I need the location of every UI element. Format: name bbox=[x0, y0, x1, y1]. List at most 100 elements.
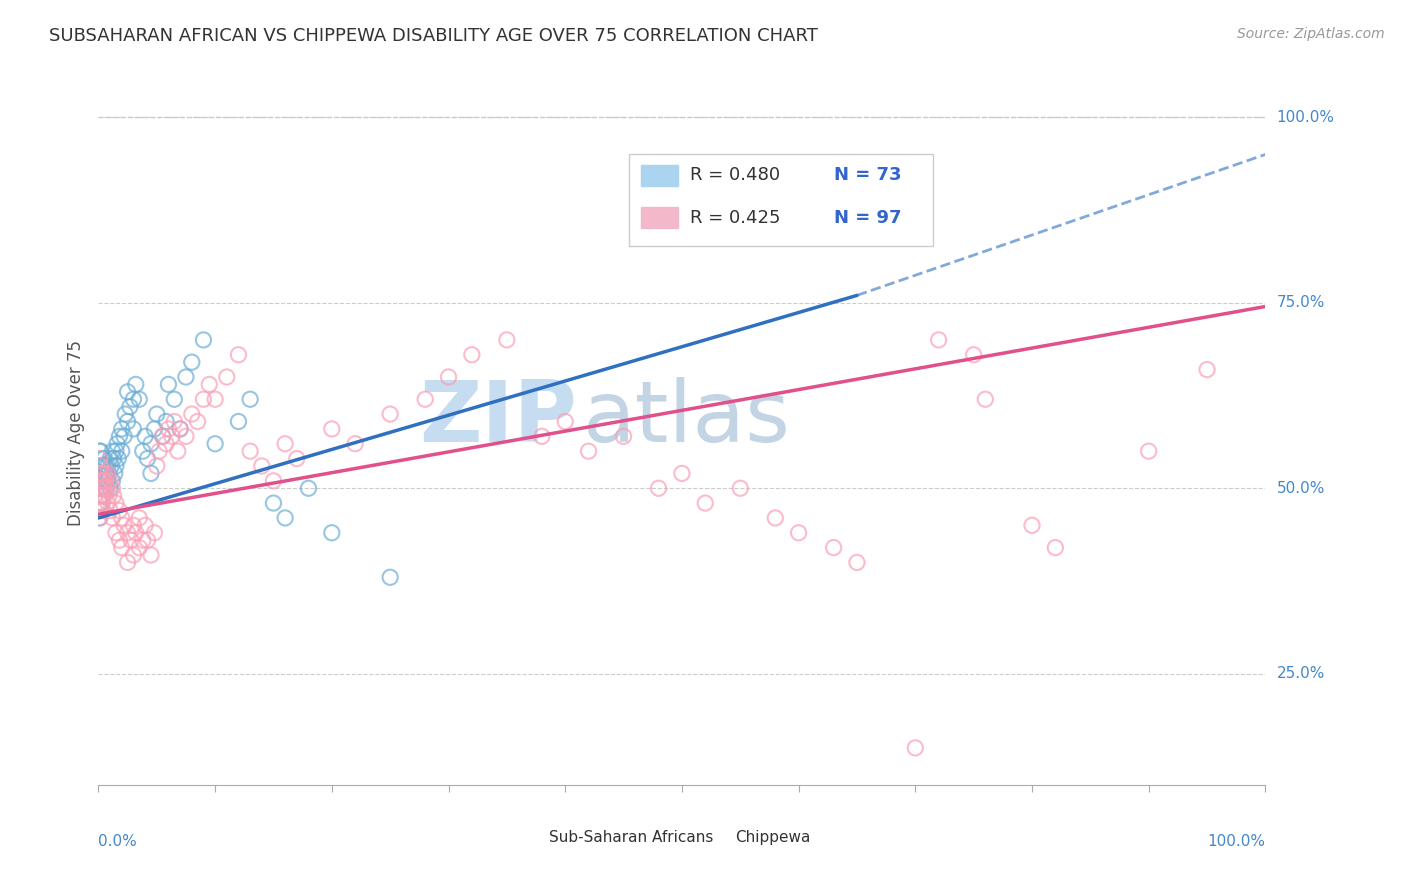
Point bbox=[274, 511, 297, 525]
Point bbox=[111, 511, 134, 525]
Point bbox=[143, 525, 166, 540]
Point bbox=[152, 429, 174, 443]
Point bbox=[823, 541, 845, 555]
Point bbox=[180, 407, 202, 421]
Point bbox=[89, 481, 111, 495]
Point bbox=[321, 525, 343, 540]
Point bbox=[250, 458, 273, 473]
Point bbox=[94, 489, 117, 503]
Point bbox=[157, 422, 180, 436]
Point bbox=[89, 511, 111, 525]
Point bbox=[90, 458, 112, 473]
Point bbox=[114, 407, 136, 421]
Point bbox=[239, 444, 262, 458]
Point bbox=[134, 429, 156, 443]
Point bbox=[136, 533, 159, 548]
Point bbox=[380, 407, 402, 421]
Point bbox=[122, 548, 145, 562]
Point bbox=[108, 429, 131, 443]
Point bbox=[787, 525, 810, 540]
Point bbox=[413, 392, 436, 407]
Point bbox=[91, 489, 114, 503]
Point bbox=[1137, 444, 1160, 458]
Point bbox=[89, 496, 111, 510]
Point bbox=[496, 333, 519, 347]
Point bbox=[157, 377, 180, 392]
Point bbox=[155, 415, 177, 429]
Point bbox=[96, 481, 118, 495]
Point bbox=[163, 392, 186, 407]
Point bbox=[93, 451, 115, 466]
Point bbox=[90, 458, 112, 473]
Point bbox=[93, 467, 115, 481]
Point bbox=[180, 355, 202, 369]
Text: ZIP: ZIP bbox=[419, 377, 576, 460]
Point bbox=[128, 511, 150, 525]
Point bbox=[104, 458, 127, 473]
Point bbox=[204, 392, 226, 407]
Point bbox=[97, 458, 120, 473]
Point bbox=[89, 496, 111, 510]
Point bbox=[104, 467, 127, 481]
Point bbox=[107, 451, 129, 466]
Point bbox=[101, 444, 124, 458]
Point bbox=[117, 556, 139, 570]
Point bbox=[122, 422, 145, 436]
Point bbox=[90, 489, 112, 503]
Point bbox=[143, 422, 166, 436]
Point bbox=[125, 377, 148, 392]
Point bbox=[90, 496, 112, 510]
Point bbox=[128, 392, 150, 407]
Point bbox=[97, 467, 120, 481]
Point bbox=[89, 481, 111, 495]
Text: SUBSAHARAN AFRICAN VS CHIPPEWA DISABILITY AGE OVER 75 CORRELATION CHART: SUBSAHARAN AFRICAN VS CHIPPEWA DISABILIT… bbox=[49, 27, 818, 45]
Point bbox=[139, 467, 162, 481]
Point bbox=[90, 451, 112, 466]
Point bbox=[730, 481, 752, 495]
Point bbox=[928, 333, 950, 347]
Point bbox=[530, 429, 553, 443]
Point bbox=[104, 496, 127, 510]
Point bbox=[90, 474, 112, 488]
Point bbox=[112, 518, 135, 533]
Text: atlas: atlas bbox=[582, 377, 790, 460]
Point bbox=[90, 481, 112, 495]
Point bbox=[160, 429, 183, 443]
Point bbox=[105, 436, 128, 450]
Point bbox=[228, 348, 250, 362]
Point bbox=[647, 481, 669, 495]
Bar bbox=[706, 830, 728, 847]
Point bbox=[111, 422, 134, 436]
Point bbox=[112, 429, 135, 443]
Point bbox=[125, 525, 148, 540]
Point bbox=[100, 458, 122, 473]
Point bbox=[90, 474, 112, 488]
Point bbox=[97, 496, 120, 510]
Point bbox=[98, 481, 121, 495]
Point bbox=[1195, 362, 1218, 376]
Point bbox=[169, 422, 191, 436]
Point bbox=[174, 370, 197, 384]
Point bbox=[1021, 518, 1043, 533]
Point bbox=[111, 444, 134, 458]
Point bbox=[98, 451, 121, 466]
Text: 100.0%: 100.0% bbox=[1277, 110, 1334, 125]
Point bbox=[117, 415, 139, 429]
Text: N = 73: N = 73 bbox=[834, 167, 901, 185]
Point bbox=[103, 489, 125, 503]
Point bbox=[166, 444, 188, 458]
Point bbox=[461, 348, 484, 362]
Point bbox=[578, 444, 600, 458]
Point bbox=[146, 458, 169, 473]
Point bbox=[187, 415, 209, 429]
Point bbox=[90, 496, 112, 510]
Point bbox=[139, 548, 162, 562]
Text: Chippewa: Chippewa bbox=[735, 830, 811, 846]
Point bbox=[104, 525, 127, 540]
Point bbox=[134, 518, 156, 533]
Point bbox=[90, 444, 112, 458]
Point bbox=[93, 467, 115, 481]
Point bbox=[89, 451, 111, 466]
Point bbox=[262, 474, 284, 488]
Point bbox=[117, 525, 139, 540]
